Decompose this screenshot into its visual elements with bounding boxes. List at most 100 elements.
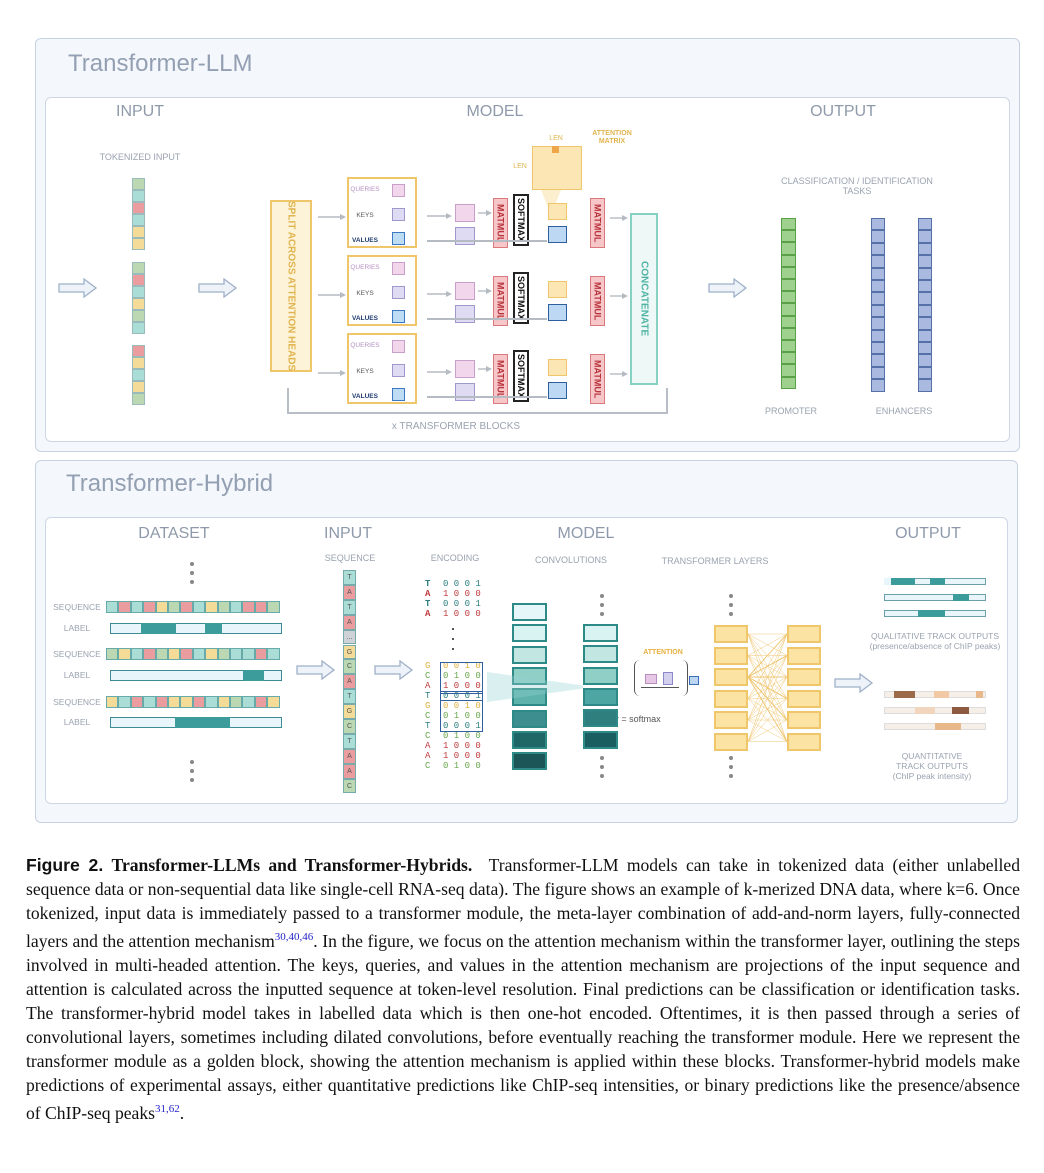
input-sequence-cell: C: [343, 778, 356, 794]
matmul-arrow: [478, 210, 492, 216]
key-transpose-matrix-icon: [663, 672, 673, 685]
sequence-cell: [143, 648, 156, 660]
key-projection: [455, 227, 475, 245]
softmax-label: SOFTMAX: [516, 276, 526, 320]
enhancer-cell: [918, 304, 932, 318]
enhancer-cell: [871, 379, 885, 392]
input-arrow: [58, 278, 98, 298]
attention-head-box: [347, 333, 417, 404]
enhancer-cell: [918, 292, 932, 305]
llm-model-header: MODEL: [466, 103, 524, 120]
keys-label: KEYS: [356, 212, 374, 219]
attention-weights: [548, 203, 567, 220]
one-hot-vector: 0 1 0 0: [443, 761, 481, 771]
enhancer-cell: [871, 230, 885, 243]
enhancer-cell: [918, 379, 932, 392]
token-cell: [132, 381, 145, 393]
matmul-arrow: [478, 366, 492, 372]
key-matrix: [392, 364, 405, 377]
key-projection: [455, 383, 475, 401]
dataset-label-label: LABEL: [63, 717, 91, 727]
enhancer-cell: [871, 255, 885, 268]
sequence-cell: [242, 696, 255, 708]
query-matrix: [392, 340, 405, 353]
sequence-cell: [155, 696, 168, 708]
output-arrow: [708, 278, 748, 298]
conv-window-2: [440, 700, 483, 732]
sequence-cell: [217, 696, 230, 708]
value-route-line: [427, 318, 547, 320]
conv-layer1-filter: [512, 752, 547, 771]
figure-caption: Figure 2. Transformer-LLMs and Transform…: [26, 853, 1020, 1125]
token-cell: [132, 286, 145, 298]
matmul-av-label: MATMUL: [592, 359, 603, 399]
sequence-cell: [155, 648, 168, 660]
one-hot-vector: 0 0 0 1: [443, 579, 481, 589]
token-cell: [132, 310, 145, 322]
sequence-cell: [143, 601, 156, 613]
enhancer-cell: [918, 242, 932, 256]
quantitative-signal: [914, 707, 935, 714]
sequence-cell: [242, 601, 255, 613]
enhancer-cell: [871, 218, 885, 231]
transformer-layer-out: [787, 668, 821, 686]
query-matrix: [392, 262, 405, 275]
transformer-layer-in: [714, 689, 748, 708]
convolutions-subheader: CONVOLUTIONS: [534, 555, 608, 565]
value-matrix: [392, 310, 405, 323]
concat-arrow: [610, 371, 628, 377]
ellipsis-dot: [190, 571, 194, 575]
sequence-cell: [230, 696, 243, 708]
encoding-base: T: [425, 691, 431, 701]
sequence-cell: [192, 648, 206, 660]
citation-link[interactable]: 31,62: [155, 1102, 180, 1115]
enhancer-cell: [918, 342, 932, 355]
query-matrix: [392, 184, 405, 197]
token-cell: [132, 393, 145, 405]
input-sequence-cell: C: [343, 719, 356, 734]
softmax-label: SOFTMAX: [516, 354, 526, 398]
matmul-qk-label: MATMUL: [495, 359, 506, 399]
conv-layer2-filter: [583, 687, 618, 706]
attention-matrix: [532, 146, 582, 190]
promoter-cell: [781, 376, 796, 389]
promoter-cell: [781, 242, 796, 255]
token-cell: [132, 190, 145, 202]
attention-connections: [747, 633, 788, 742]
ellipsis-dot: [190, 562, 194, 566]
sequence-cell: [192, 601, 206, 613]
label-peak: [204, 623, 222, 634]
matmul-qk-box: MATMUL: [493, 276, 508, 326]
conv-window-1: [440, 662, 483, 694]
sequence-cell: [155, 601, 168, 613]
promoter-cell: [781, 315, 796, 328]
one-hot-vector: 0 0 0 1: [443, 691, 481, 701]
conv-layer1-filter: [512, 688, 547, 707]
matmul-av-label: MATMUL: [592, 281, 603, 321]
citation-link[interactable]: 30,40,46: [274, 931, 314, 943]
sequence-cell: [205, 648, 218, 660]
transformer-layer-in: [714, 668, 748, 686]
matmul-av-label: MATMUL: [592, 203, 603, 243]
enhancer-cell: [918, 329, 932, 342]
q-arrow: [427, 291, 452, 297]
conv-layer1-filter: [512, 603, 547, 621]
qualitative-peak: [929, 578, 946, 585]
encoding-base: G: [425, 661, 431, 671]
split-heads-box: SPLIT ACROSS ATTENTION HEADS: [270, 200, 312, 372]
sequence-cell: [267, 696, 280, 708]
one-hot-vector: 1 0 0 0: [443, 609, 481, 619]
sequence-cell: [254, 696, 268, 708]
qualitative-outputs-label: QUALITATIVE TRACK OUTPUTS (presence/abse…: [869, 631, 1001, 651]
qualitative-peak: [891, 578, 915, 585]
sequence-cell: [118, 648, 131, 660]
concatenate-box: CONCATENATE: [630, 213, 658, 385]
matmul-av-box: MATMUL: [590, 198, 605, 248]
label-track: [110, 623, 282, 634]
sequence-cell: [217, 601, 230, 613]
input-sequence-cell: T: [343, 733, 356, 749]
token-cell: [132, 214, 145, 226]
conv-layer2-filter: [583, 730, 618, 749]
softmax-box: SOFTMAX: [513, 350, 529, 402]
input-sequence-cell: ...: [343, 629, 356, 645]
